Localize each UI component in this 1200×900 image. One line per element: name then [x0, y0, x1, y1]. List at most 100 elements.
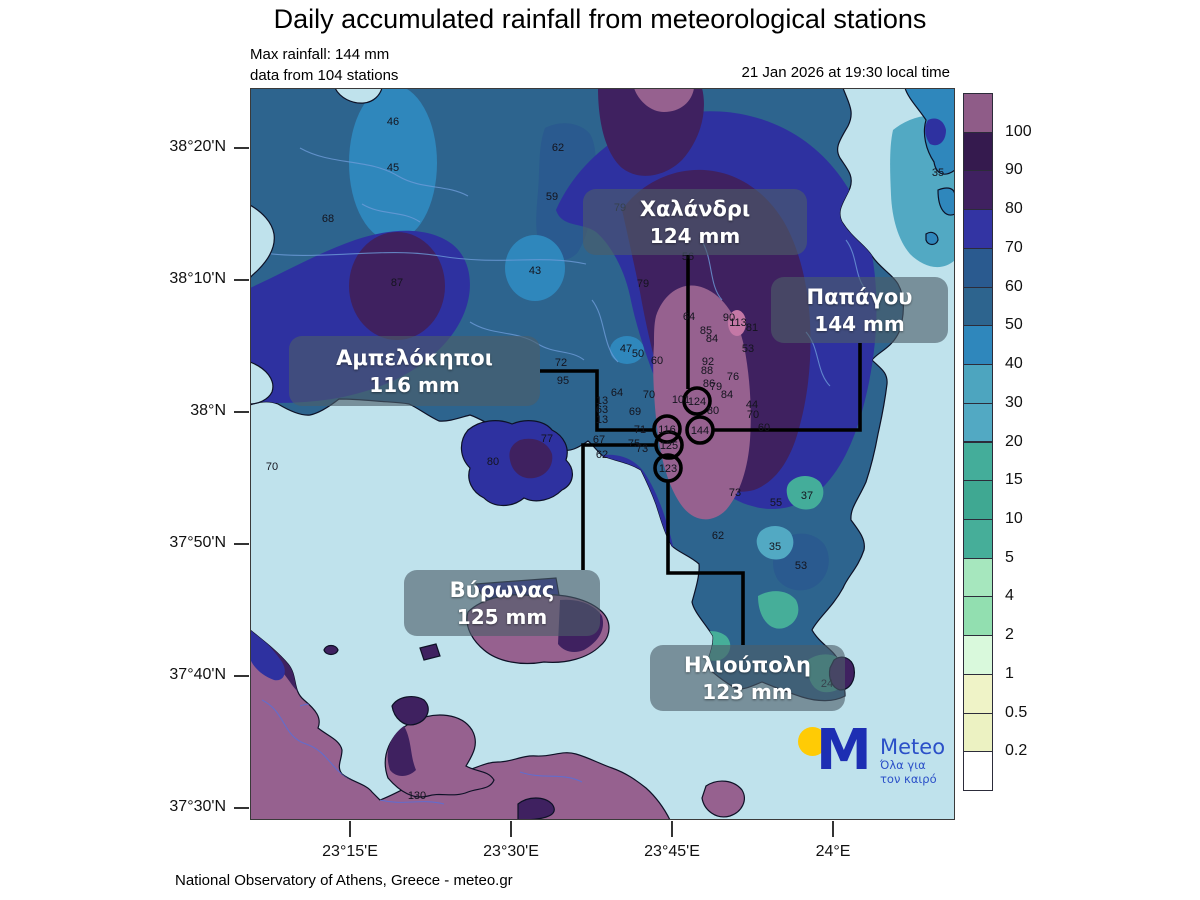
station-value: 130: [408, 790, 426, 802]
callout-name: Αμπελόκηποι: [336, 345, 493, 370]
island-ne-contour: [925, 118, 946, 146]
colorbar-label: 70: [1005, 238, 1023, 256]
station-value: 144: [691, 425, 709, 437]
station-value: 62: [552, 142, 564, 154]
lat-label: 37°50'N: [169, 534, 226, 551]
stream-line: [255, 251, 587, 265]
station-value: 71: [634, 424, 646, 436]
station-value: 85: [700, 325, 712, 337]
station-value: 50: [632, 348, 644, 360]
bay-west-2: [250, 361, 274, 405]
colorbar-cell: [963, 480, 993, 520]
station-value: 35: [932, 167, 944, 179]
station-values: 4645686259794387567964901138185845347506…: [266, 116, 944, 802]
station-highlight-circle: [682, 386, 712, 416]
lat-tick: [234, 411, 249, 413]
station-value: 92: [702, 356, 714, 368]
colorbar-cell: [963, 712, 993, 753]
stream-line: [519, 771, 583, 783]
islet: [323, 644, 339, 656]
station-value: 125: [660, 440, 678, 452]
station-value: 75: [628, 438, 640, 450]
station-value: 86: [703, 378, 715, 390]
station-value: 64: [611, 387, 623, 399]
station-value: 13: [596, 414, 608, 426]
station-value: 116: [658, 424, 676, 436]
station-value: 55: [770, 497, 782, 509]
station-value: 53: [795, 560, 807, 572]
map-info: Max rainfall: 144 mm data from 104 stati…: [250, 44, 398, 86]
contour-pink-spot: [728, 310, 746, 336]
colorbar-label: 40: [1005, 355, 1023, 373]
lon-label: 23°15'E: [322, 843, 378, 860]
colorbar-cell: [963, 441, 993, 482]
colorbar-label: 100: [1005, 122, 1032, 140]
stream-line: [379, 799, 445, 805]
bay-west: [250, 204, 275, 279]
colorbar-cell: [963, 402, 993, 443]
colorbar-cell: [963, 635, 993, 675]
logo-tagline-2: τον καιρό: [880, 772, 937, 786]
station-value: 44: [746, 399, 758, 411]
colorbar-cell: [963, 751, 993, 791]
station-value: 84: [721, 389, 733, 401]
bay-north: [334, 88, 383, 104]
colorbar-label: 60: [1005, 277, 1023, 295]
islet: [419, 643, 441, 661]
leader-line: [540, 369, 654, 432]
station-value: 35: [769, 541, 781, 553]
station-value: 124: [688, 396, 706, 408]
colorbar-cell: [963, 209, 993, 249]
lon-label: 24°E: [815, 843, 851, 860]
station-value: 62: [596, 449, 608, 461]
station-value: 59: [546, 191, 558, 203]
station-value: 76: [727, 371, 739, 383]
station-value: 64: [683, 311, 695, 323]
colorbar-cell: [963, 557, 993, 598]
station-value: 101: [672, 394, 690, 406]
islet-south: [701, 780, 745, 818]
station-value: 13: [596, 395, 608, 407]
leader-line: [581, 443, 656, 570]
station-value: 79: [637, 278, 649, 290]
colorbar-cell: [963, 286, 993, 327]
station-value: 53: [742, 343, 754, 355]
lat-label: 37°30'N: [169, 798, 226, 815]
lon-tick: [349, 821, 351, 837]
station-value: 67: [593, 434, 605, 446]
lat-label: 38°20'N: [169, 138, 226, 155]
callout-Αμπελόκηποι: Αμπελόκηποι 116 mm: [289, 336, 540, 406]
callout-value: 125 mm: [456, 604, 548, 629]
leader-line: [666, 481, 745, 645]
contour-40-50: [349, 88, 437, 241]
station-value: 69: [629, 406, 641, 418]
logo-dot-icon: [798, 727, 827, 756]
colorbar-label: 80: [1005, 200, 1023, 218]
colorbar-cell: [963, 247, 993, 288]
station-value: 70: [266, 461, 278, 473]
station-highlight-circle: [685, 415, 715, 445]
station-value: 70: [747, 409, 759, 421]
station-value: 68: [322, 213, 334, 225]
callout-value: 123 mm: [702, 679, 793, 704]
station-value: 43: [529, 265, 541, 277]
contour-40-50: [505, 235, 565, 301]
station-value: 70: [643, 389, 655, 401]
islet-ne: [925, 231, 939, 246]
colorbar-label: 20: [1005, 432, 1023, 450]
colorbar-cell: [963, 325, 993, 366]
callout-name: Παπάγου: [806, 284, 913, 309]
lat-label: 37°40'N: [169, 666, 226, 683]
max-rainfall-text: Max rainfall: 144 mm: [250, 46, 390, 63]
lat-tick: [234, 675, 249, 677]
lat-tick: [234, 147, 249, 149]
station-count-text: data from 104 stations: [250, 67, 399, 84]
colorbar-cell: [963, 596, 993, 637]
station-value: 47: [620, 343, 632, 355]
stream-line: [299, 147, 469, 197]
colorbar-label: 5: [1005, 548, 1014, 566]
callout-name: Βύρωνας: [449, 577, 555, 602]
colorbar-label: 0.2: [1005, 742, 1028, 760]
lon-tick: [671, 821, 673, 837]
